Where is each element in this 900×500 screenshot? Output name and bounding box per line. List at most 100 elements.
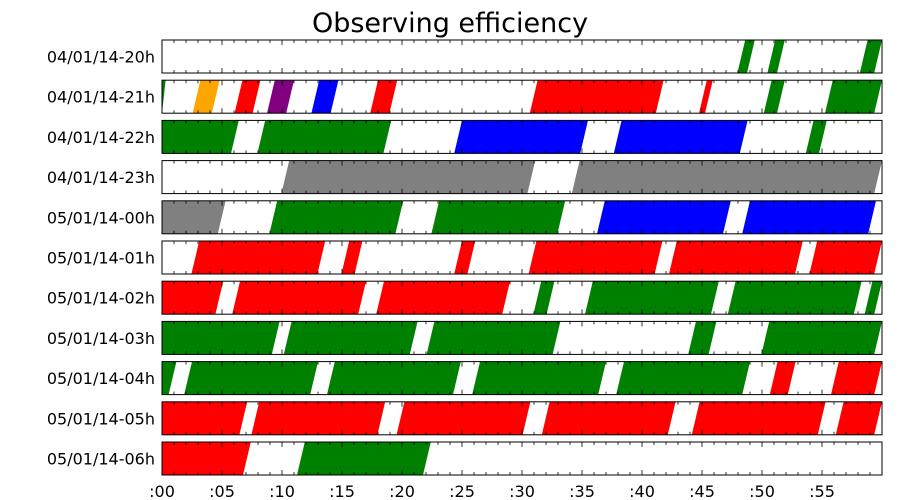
segment-bar [162,120,239,154]
timeline-row: 05/01/14-02h [47,280,883,315]
timeline-row: 05/01/14-04h [47,361,883,396]
segment-bar [727,281,862,315]
segment-bar [162,200,226,234]
x-tick-label: :35 [569,482,595,500]
segment-bar [613,120,748,154]
timeline-row: 04/01/14-23h [47,160,883,195]
timeline-row: 04/01/14-20h [47,39,883,74]
row-frame [161,160,883,195]
segment-bar [327,361,461,395]
row-label: 05/01/14-06h [47,450,155,469]
row-frame [161,441,883,476]
timeline-row: 04/01/14-22h [47,119,883,154]
x-tick-label: :15 [329,482,355,500]
segment-bar [454,120,588,154]
segment-bar [232,281,366,315]
segment-bar [805,120,827,154]
row-label: 04/01/14-20h [47,48,155,67]
segment-bar [281,160,536,194]
segment-bar [376,281,510,315]
row-label: 05/01/14-04h [47,369,155,388]
x-tick-label: :20 [389,482,415,500]
segment-bar [859,40,882,73]
segment-bar [585,281,719,315]
row-frame [161,401,883,436]
segment-bar [742,200,876,234]
segment-bar [426,321,561,355]
timeline-rows: 04/01/14-20h 04/01/14-21h 04/01/14-22h 04/0… [47,39,883,476]
segment-bar [162,80,166,114]
row-frame [161,280,883,315]
x-tick-label: :10 [269,482,295,500]
segment-bar [269,200,404,234]
timeline-row: 05/01/14-05h [47,401,883,436]
x-tick-label: :50 [749,482,775,500]
row-panel [162,40,882,73]
x-tick-label: :45 [689,482,715,500]
segment-bar [162,401,248,435]
segment-bar [191,241,326,274]
segment-bar [184,361,318,395]
segment-bar [341,241,363,274]
row-panel [162,442,882,475]
segment-bar [283,321,418,355]
segment-bar [454,241,476,274]
row-label: 04/01/14-21h [47,88,155,107]
row-frame [161,200,883,235]
timeline-row: 05/01/14-06h [47,441,883,476]
row-label: 05/01/14-05h [47,409,155,428]
row-frame [161,320,883,355]
timeline-row: 05/01/14-00h [47,200,883,235]
x-tick-label: :55 [809,482,835,500]
row-frame [161,361,883,396]
segment-bar [529,80,664,114]
segment-bar [761,321,882,355]
row-frame [161,79,883,114]
segment-bar [763,80,785,114]
segment-bar [691,401,826,435]
x-tick-label: :00 [149,482,175,500]
x-tick-label: :30 [509,482,535,500]
segment-bar [541,401,676,435]
segment-bar [162,442,251,475]
segment-bar [769,361,796,395]
row-label: 05/01/14-01h [47,249,155,268]
segment-bar [267,80,294,114]
segment-bar [234,80,261,114]
segment-bar [864,281,882,315]
row-label: 05/01/14-03h [47,329,155,348]
row-frame [161,240,883,275]
segment-bar [297,442,431,475]
x-tick-label: :40 [629,482,655,500]
row-label: 04/01/14-22h [47,128,155,147]
x-tick-label: :05 [209,482,235,500]
row-frame [161,39,883,74]
segment-bar [767,40,785,73]
segment-bar [431,200,566,234]
segment-bar [571,160,882,194]
timeline-row: 05/01/14-01h [47,240,883,275]
segment-bar [257,120,392,154]
segment-bar [835,401,882,435]
segment-bar [533,281,555,315]
segment-bar [472,361,606,395]
timeline-row: 04/01/14-21h [47,79,883,114]
segment-bar [162,361,177,395]
segment-bar [737,40,755,73]
segment-bar [825,80,882,114]
segment-bar [396,401,531,435]
chart-title: Observing efficiency [312,8,588,39]
row-frame [161,119,883,154]
x-tick-label: :25 [449,482,475,500]
segment-bar [616,361,750,395]
row-label: 05/01/14-02h [47,289,155,308]
segment-bar [162,321,280,355]
segment-bar [370,80,398,114]
segment-bar [688,321,717,355]
row-label: 04/01/14-23h [47,168,155,187]
segment-bar [528,241,663,274]
x-axis: :00 :05 :10 :15 :20 :25 :30 :35 :40 :45 :50 :55 [149,482,835,500]
segment-bar [251,401,386,435]
timeline-row: 05/01/14-03h [47,320,883,355]
